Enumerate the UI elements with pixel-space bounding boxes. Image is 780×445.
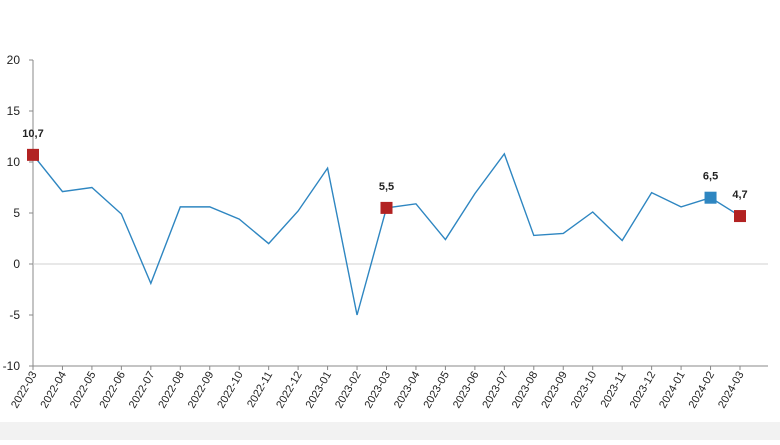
highlight-marker xyxy=(380,201,393,214)
y-tick-label: 5 xyxy=(13,206,20,220)
x-tick-label: 2022-07 xyxy=(127,370,158,411)
y-tick-label: 0 xyxy=(13,257,20,271)
highlight-markers xyxy=(27,148,746,223)
highlight-marker xyxy=(27,148,39,161)
x-tick-label: 2022-12 xyxy=(274,370,305,411)
x-tick-label: 2023-11 xyxy=(599,370,629,410)
data-label: 5,5 xyxy=(379,181,394,193)
x-tick-label: 2023-05 xyxy=(421,370,452,411)
data-label: 4,7 xyxy=(732,189,747,201)
x-tick-label: 2024-03 xyxy=(716,370,747,411)
data-labels: 10,7 5,5 6,5 4,7 xyxy=(22,128,747,201)
highlight-marker xyxy=(734,210,746,223)
y-tick-label: 20 xyxy=(7,53,21,67)
x-tick-label: 2023-08 xyxy=(510,370,541,411)
x-tick-label: 2023-10 xyxy=(569,370,600,411)
x-tick-label: 2024-02 xyxy=(687,370,718,411)
x-tick-label: 2023-03 xyxy=(363,370,394,411)
x-tick-label: 2023-09 xyxy=(539,370,570,411)
x-tick-label: 2023-01 xyxy=(304,370,335,411)
x-tick-label: 2022-06 xyxy=(97,370,128,411)
x-tick-label: 2023-02 xyxy=(333,370,364,411)
x-tick-label: 2023-04 xyxy=(392,370,423,411)
footer-band xyxy=(0,422,780,440)
x-tick-label: 2022-11 xyxy=(245,370,275,410)
x-axis: 2022-032022-042022-052022-062022-072022-… xyxy=(9,365,768,411)
x-tick-label: 2022-03 xyxy=(9,370,40,411)
y-tick-label: -5 xyxy=(9,308,20,322)
y-tick-label: 10 xyxy=(7,155,21,169)
x-tick-label: 2023-12 xyxy=(628,370,659,411)
x-tick-label: 2022-05 xyxy=(68,370,99,411)
x-tick-label: 2023-06 xyxy=(451,370,482,411)
data-label: 10,7 xyxy=(22,128,43,140)
x-tick-label: 2022-08 xyxy=(156,370,187,411)
y-axis: -10 -5 0 5 10 15 20 xyxy=(3,53,768,373)
x-tick-label: 2022-04 xyxy=(38,370,69,411)
y-tick-label: 15 xyxy=(7,104,21,118)
highlight-marker xyxy=(704,191,717,204)
x-tick-label: 2024-01 xyxy=(657,370,688,411)
series-line xyxy=(32,152,741,316)
x-tick-label: 2022-09 xyxy=(186,370,217,411)
x-tick-label: 2023-07 xyxy=(480,370,511,411)
x-tick-label: 2022-10 xyxy=(215,370,246,411)
data-label: 6,5 xyxy=(703,171,718,183)
y-tick-label: -10 xyxy=(3,359,21,373)
